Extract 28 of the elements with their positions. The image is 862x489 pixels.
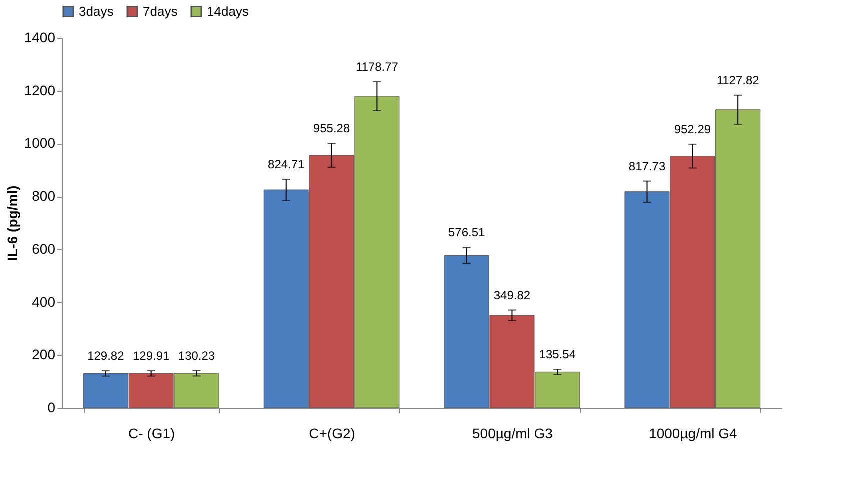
x-tick-label: C+(G2) [309, 426, 356, 442]
y-tick-label: 800 [32, 188, 56, 204]
y-tick-label: 200 [32, 346, 56, 363]
data-label: 576.51 [448, 226, 486, 240]
legend-label: 14days [207, 4, 250, 19]
x-tick-label: 1000µg/ml G4 [649, 426, 738, 442]
y-tick-label: 400 [32, 294, 56, 310]
data-label: 817.73 [628, 159, 666, 174]
data-label: 955.28 [313, 122, 350, 136]
y-tick-label: 1200 [24, 82, 56, 98]
legend-label: 3days [79, 4, 114, 19]
data-label: 1178.77 [356, 60, 399, 74]
data-label: 129.91 [132, 349, 170, 364]
y-tick-label: 1000 [24, 135, 56, 152]
y-tick-label: 0 [48, 400, 56, 416]
data-label: 824.71 [268, 157, 306, 172]
data-label: 129.82 [88, 349, 125, 364]
y-tick-label: 600 [32, 240, 56, 257]
data-label: 135.54 [539, 348, 576, 362]
y-tick-label: 1400 [24, 30, 56, 46]
x-tick-label: 500µg/ml G3 [472, 426, 554, 442]
data-label: 952.29 [674, 122, 712, 136]
legend-label: 7days [143, 4, 178, 19]
data-label: 130.23 [178, 348, 216, 363]
data-label: 1127.82 [716, 73, 760, 88]
y-axis-title: IL-6 (pg/ml) [4, 186, 20, 262]
data-label: 349.82 [494, 288, 531, 302]
x-tick-label: C- (G1) [128, 426, 176, 442]
